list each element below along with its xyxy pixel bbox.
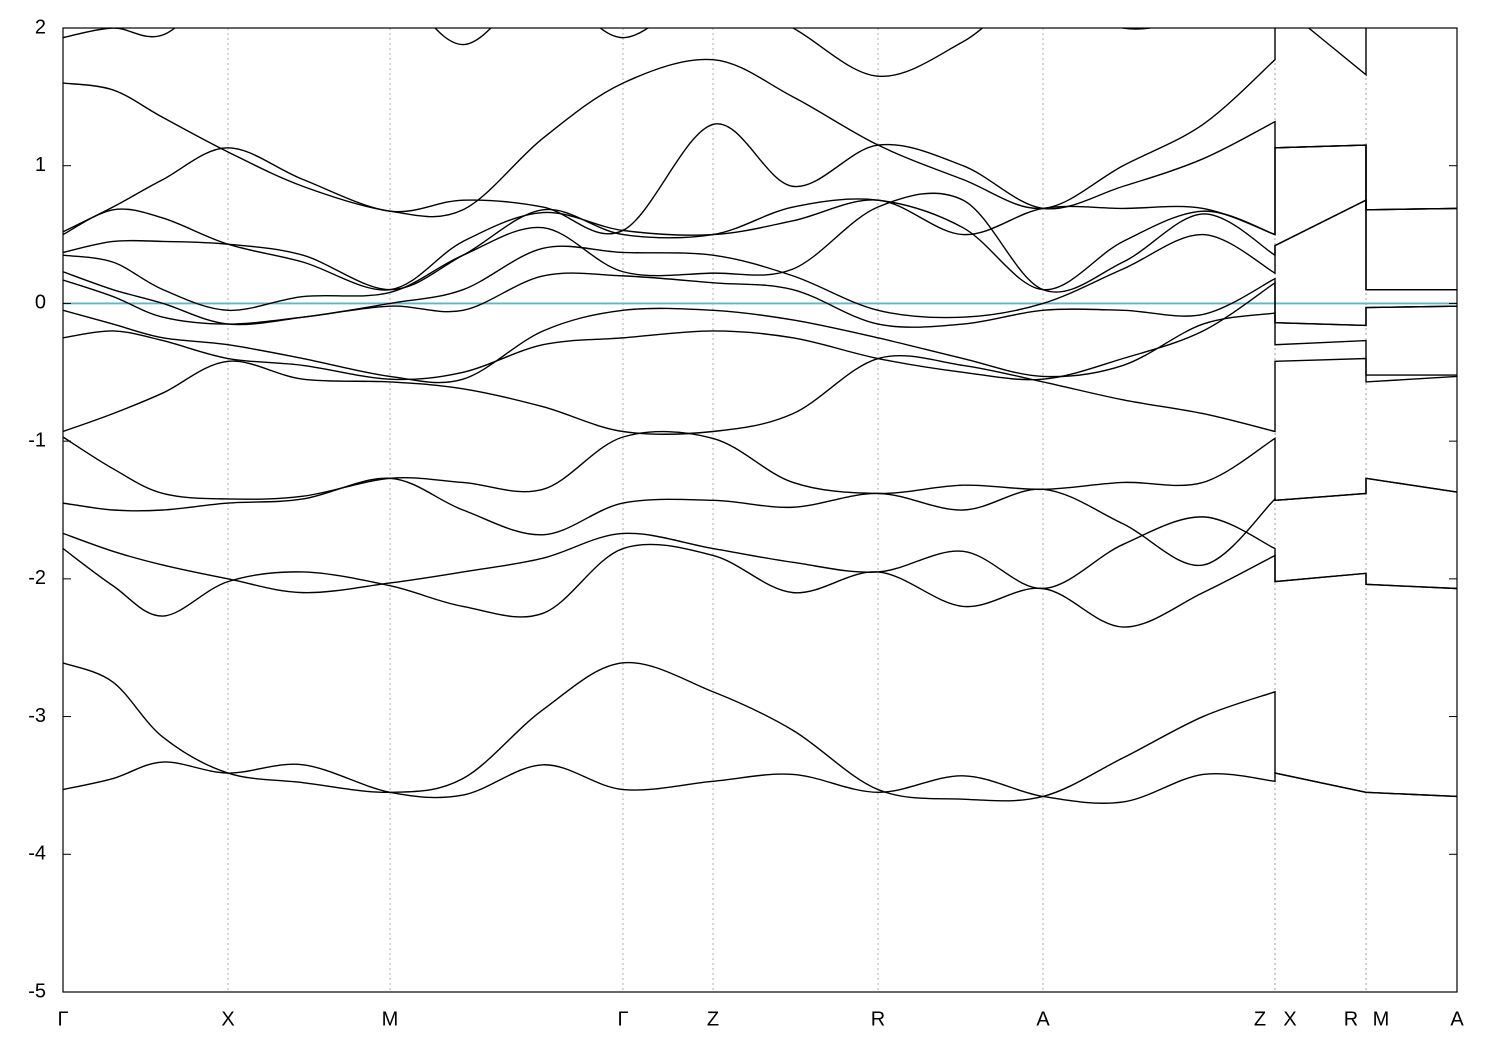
bands [63,28,1457,804]
band-line [63,516,1457,594]
y-tick-label: 0 [35,292,46,314]
y-tick-label: -1 [28,429,46,451]
band-line [63,144,1457,291]
band-line [63,661,1457,802]
x-tick-label: X [1283,1008,1296,1030]
y-tick-label: -5 [28,980,46,1002]
band-line [63,430,1457,502]
band-line [63,477,1457,566]
band-line [63,272,1457,328]
band-line [63,199,1457,326]
x-tick-label: R [1344,1008,1358,1030]
x-tick-label: A [1036,1008,1050,1030]
band-line [63,761,1457,804]
band-line [63,305,1457,384]
x-tick-label: Γ [57,1008,68,1030]
x-tick-label: Z [707,1008,719,1030]
y-tick-label: -2 [28,567,46,589]
y-tick-label: -3 [28,705,46,727]
plot-frame [62,27,1458,993]
x-tick-label: Z [1254,1008,1266,1030]
band-line [63,144,1457,291]
y-tick-label: 1 [35,154,46,176]
band-line [63,28,1155,77]
x-tick-label: M [1373,1008,1390,1030]
x-tick-label: A [1450,1008,1464,1030]
y-tick-label: -4 [28,843,46,865]
band-line [63,192,1457,312]
y-tick-label: 2 [35,16,46,38]
band-line [63,355,1457,435]
band-line [63,28,1367,218]
grid [227,28,1367,992]
band-line [63,120,1457,235]
x-tick-label: Γ [617,1008,628,1030]
band-line [63,543,1457,628]
x-tick-label: X [221,1008,234,1030]
x-tick-label: M [382,1008,399,1030]
band-line [63,281,1457,381]
x-tick-label: R [871,1008,885,1030]
